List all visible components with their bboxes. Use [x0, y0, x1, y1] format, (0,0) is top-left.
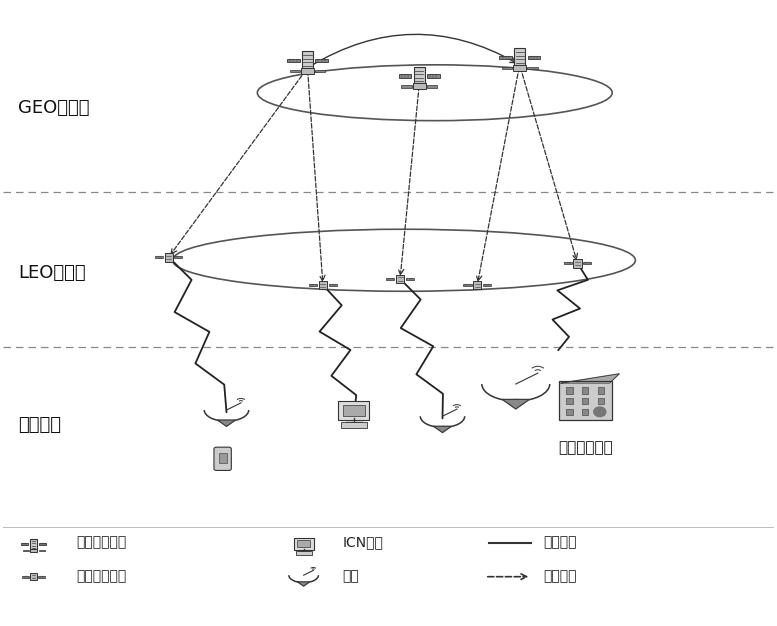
Bar: [38, 576, 45, 578]
Bar: [406, 278, 414, 280]
Bar: [566, 409, 573, 415]
FancyBboxPatch shape: [295, 551, 312, 555]
Bar: [582, 409, 588, 415]
Bar: [302, 51, 313, 68]
Bar: [582, 387, 588, 394]
Text: GEO控制层: GEO控制层: [18, 100, 89, 117]
Text: 转发卫星基点: 转发卫星基点: [76, 570, 127, 583]
Polygon shape: [502, 399, 529, 409]
Bar: [399, 74, 412, 78]
Bar: [287, 59, 300, 62]
Polygon shape: [298, 582, 309, 586]
Bar: [473, 280, 481, 289]
Bar: [315, 59, 328, 62]
Bar: [563, 262, 572, 264]
Bar: [528, 56, 540, 59]
Bar: [584, 262, 591, 264]
Bar: [566, 387, 573, 394]
Bar: [23, 550, 29, 552]
Bar: [165, 253, 172, 262]
Bar: [30, 549, 37, 552]
Bar: [427, 86, 437, 88]
FancyBboxPatch shape: [559, 381, 611, 420]
Bar: [30, 573, 37, 580]
Text: 控制链路: 控制链路: [543, 570, 577, 583]
Bar: [414, 67, 425, 83]
Bar: [514, 65, 526, 71]
Bar: [319, 280, 327, 289]
Bar: [329, 284, 336, 286]
Text: ICN终端: ICN终端: [342, 536, 383, 550]
Bar: [463, 284, 472, 286]
Bar: [315, 70, 326, 73]
Bar: [174, 256, 183, 258]
Bar: [309, 284, 317, 286]
Bar: [582, 398, 588, 404]
Bar: [297, 540, 310, 547]
Bar: [502, 67, 512, 69]
Bar: [598, 398, 604, 404]
Text: 地面网络: 地面网络: [18, 416, 61, 434]
Bar: [155, 256, 163, 258]
Bar: [573, 259, 582, 268]
Bar: [21, 543, 28, 545]
Text: LEO转发层: LEO转发层: [18, 264, 85, 282]
Bar: [483, 284, 491, 286]
Bar: [301, 68, 314, 74]
Polygon shape: [218, 420, 235, 426]
Polygon shape: [434, 426, 451, 433]
Polygon shape: [561, 374, 619, 383]
Text: 地面控制中心: 地面控制中心: [558, 440, 612, 455]
Bar: [566, 398, 573, 404]
Bar: [402, 86, 412, 88]
Bar: [39, 550, 45, 552]
Bar: [413, 83, 426, 90]
FancyBboxPatch shape: [338, 401, 369, 419]
Bar: [386, 278, 395, 280]
Circle shape: [594, 407, 606, 417]
Bar: [218, 453, 227, 463]
Bar: [39, 543, 47, 545]
Bar: [598, 387, 604, 394]
Text: 控制卫星节点: 控制卫星节点: [76, 536, 127, 550]
Bar: [343, 405, 364, 416]
FancyBboxPatch shape: [341, 423, 367, 428]
Bar: [528, 67, 538, 69]
FancyBboxPatch shape: [294, 538, 314, 550]
Text: 基站: 基站: [342, 570, 359, 583]
Bar: [514, 48, 525, 65]
Bar: [598, 409, 604, 415]
Text: 数据链路: 数据链路: [543, 536, 577, 550]
Bar: [500, 56, 512, 59]
Bar: [290, 70, 300, 73]
FancyBboxPatch shape: [214, 447, 232, 470]
Bar: [427, 74, 440, 78]
Bar: [30, 539, 37, 549]
Bar: [396, 275, 404, 283]
Bar: [23, 576, 29, 578]
